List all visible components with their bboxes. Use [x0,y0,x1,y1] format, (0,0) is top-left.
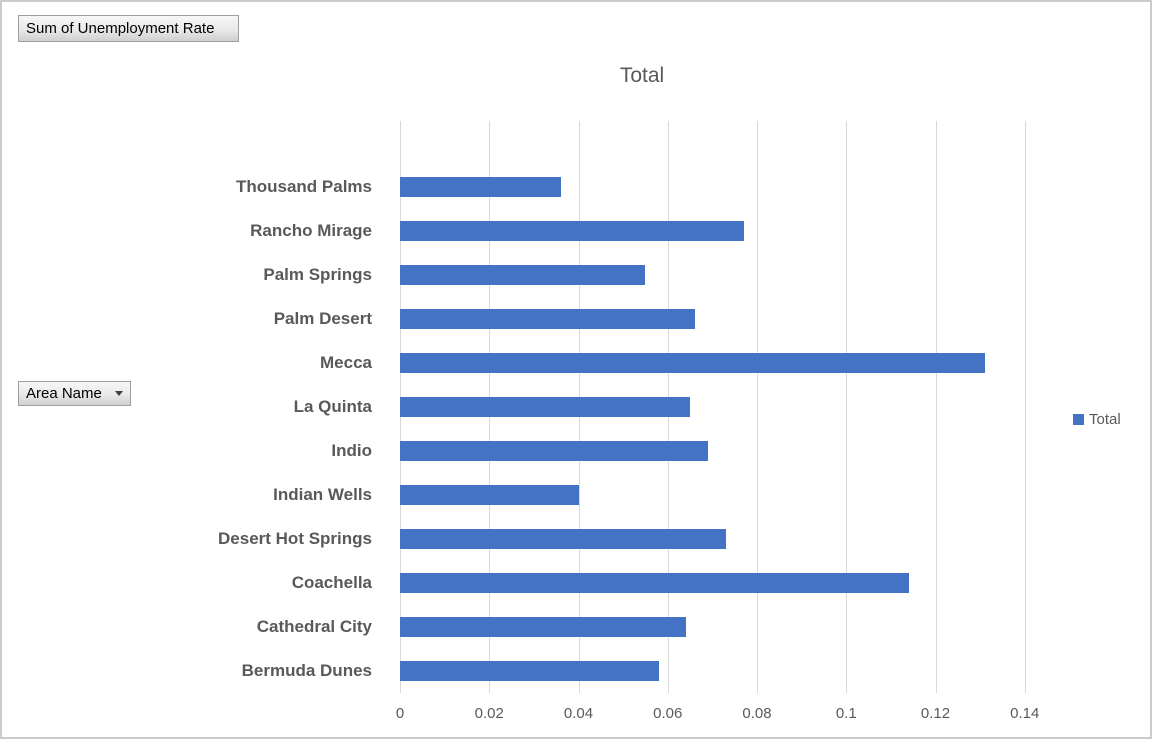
x-tick-label: 0.12 [920,705,951,722]
category-label: Desert Hot Springs [218,529,372,548]
category-axis-labels: Thousand Palms Rancho Mirage Palm Springs P… [62,165,400,693]
gridline [846,121,848,693]
bar-desert-hot-springs [400,529,726,549]
x-tick-label: 0.06 [653,705,683,722]
x-tick-label: 0.02 [474,705,504,722]
bar-thousand-palms [400,177,561,197]
category-label: Indian Wells [273,485,372,504]
category-label: Mecca [320,353,372,372]
x-tick-label: 0.14 [1010,705,1040,722]
category-label: Cathedral City [256,617,372,636]
axis-field-button[interactable]: Area Name [18,381,131,406]
category-label: Palm Desert [273,309,372,328]
gridline [757,121,758,693]
x-tick-label: 0.08 [742,705,772,722]
bar-la-quinta [400,397,691,417]
category-label: La Quinta [293,397,372,416]
bar-bermuda-dunes [400,661,659,681]
legend: Total [1073,411,1121,428]
bar-coachella [400,573,909,593]
category-label: Indio [331,441,372,460]
bar-rancho-mirage [400,221,744,241]
category-label: Coachella [291,573,372,592]
chart-title: Total [619,64,665,87]
gridline [1024,121,1026,693]
bar-cathedral-city [400,617,686,637]
category-label: Palm Springs [263,265,372,284]
bar-indio [400,441,708,461]
value-field-button-label: Sum of Unemployment Rate [26,20,215,37]
gridline [935,121,937,693]
plot-area [400,121,1114,693]
x-tick-label: 0 [395,705,405,722]
x-tick-label: 0.1 [835,705,857,722]
legend-label-total: Total [1089,411,1121,428]
category-label: Rancho Mirage [250,221,372,240]
bar-palm-desert [400,309,695,329]
legend-swatch-total [1073,414,1084,425]
dropdown-arrow-icon[interactable] [115,391,123,396]
bar-mecca [400,353,985,373]
bar-indian-wells [400,485,579,505]
value-field-button[interactable]: Sum of Unemployment Rate [18,15,239,42]
category-label: Thousand Palms [235,177,372,196]
axis-field-button-label: Area Name [26,385,102,402]
bar-palm-springs [400,265,646,285]
category-label: Bermuda Dunes [241,661,372,680]
x-tick-label: 0.04 [563,705,594,722]
